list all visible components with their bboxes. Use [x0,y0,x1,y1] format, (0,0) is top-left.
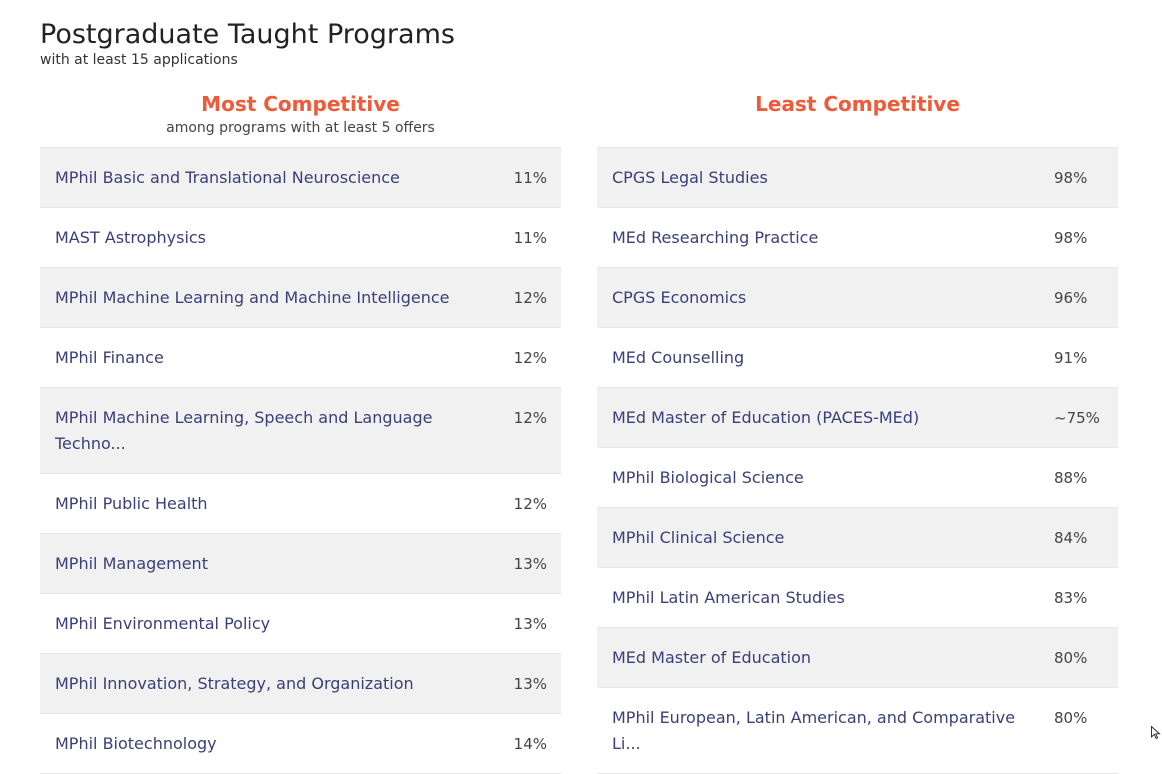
table-row[interactable]: MAST Astrophysics 11% [40,208,561,268]
table-row[interactable]: MPhil European, Latin American, and Comp… [597,688,1118,774]
table-row[interactable]: MPhil Biotechnology 14% [40,714,561,774]
table-row[interactable]: MEd Master of Education (PACES-MEd) ~75% [597,388,1118,448]
table-row[interactable]: MEd Master of Education 80% [597,628,1118,688]
table-row[interactable]: MPhil Environmental Policy 13% [40,594,561,654]
program-name[interactable]: MPhil European, Latin American, and Comp… [612,708,1016,753]
acceptance-rate: 11% [513,169,547,187]
page-subtitle: with at least 15 applications [40,52,238,68]
program-name[interactable]: MPhil Machine Learning and Machine Intel… [55,288,450,307]
table-row[interactable]: MEd Counselling 91% [597,328,1118,388]
program-name[interactable]: CPGS Economics [612,288,747,307]
acceptance-rate: 83% [1054,589,1088,607]
least-competitive-title: Least Competitive [755,92,960,116]
acceptance-rate: 88% [1054,469,1088,487]
acceptance-rate: 12% [513,349,547,367]
most-competitive-subtitle: among programs with at least 5 offers [166,120,435,136]
acceptance-rate: 98% [1054,229,1088,247]
program-name[interactable]: MEd Researching Practice [612,228,819,247]
table-row[interactable]: MPhil Latin American Studies 83% [597,568,1118,628]
table-row[interactable]: MPhil Management 13% [40,534,561,594]
program-name[interactable]: MPhil Finance [55,348,164,367]
acceptance-rate: 91% [1054,349,1088,367]
table-row[interactable]: MPhil Clinical Science 84% [597,508,1118,568]
acceptance-rate: 98% [1054,169,1088,187]
program-name[interactable]: MPhil Basic and Translational Neuroscien… [55,168,400,187]
table-row[interactable]: MPhil Public Health 12% [40,474,561,534]
program-name[interactable]: MPhil Biological Science [612,468,804,487]
program-name[interactable]: MPhil Latin American Studies [612,588,845,607]
table-row[interactable]: CPGS Legal Studies 98% [597,148,1118,208]
program-name[interactable]: MPhil Public Health [55,494,208,513]
acceptance-rate: 80% [1054,649,1088,667]
most-competitive-table: MPhil Basic and Translational Neuroscien… [40,147,561,774]
acceptance-rate: 84% [1054,529,1088,547]
table-row[interactable]: MPhil Machine Learning and Machine Intel… [40,268,561,328]
most-competitive-title: Most Competitive [201,92,400,116]
program-name[interactable]: MPhil Innovation, Strategy, and Organiza… [55,674,414,693]
table-row[interactable]: MEd Researching Practice 98% [597,208,1118,268]
program-name[interactable]: MAST Astrophysics [55,228,207,247]
acceptance-rate: 11% [513,229,547,247]
acceptance-rate: 96% [1054,289,1088,307]
acceptance-rate: 80% [1054,709,1088,727]
acceptance-rate: 12% [513,495,547,513]
program-name[interactable]: MPhil Environmental Policy [55,614,271,633]
acceptance-rate: 12% [513,409,547,427]
table-row[interactable]: MPhil Biological Science 88% [597,448,1118,508]
least-competitive-table: CPGS Legal Studies 98% MEd Researching P… [597,147,1118,774]
table-row[interactable]: CPGS Economics 96% [597,268,1118,328]
program-name[interactable]: MEd Counselling [612,348,745,367]
acceptance-rate: 13% [513,555,547,573]
acceptance-rate: ~75% [1054,409,1100,427]
acceptance-rate: 13% [513,615,547,633]
acceptance-rate: 12% [513,289,547,307]
table-row[interactable]: MPhil Innovation, Strategy, and Organiza… [40,654,561,714]
program-name[interactable]: CPGS Legal Studies [612,168,768,187]
table-row[interactable]: MPhil Basic and Translational Neuroscien… [40,148,561,208]
table-row[interactable]: MPhil Finance 12% [40,328,561,388]
program-name[interactable]: MEd Master of Education (PACES-MEd) [612,408,920,427]
table-row[interactable]: MPhil Machine Learning, Speech and Langu… [40,388,561,474]
acceptance-rate: 13% [513,675,547,693]
program-name[interactable]: MPhil Management [55,554,208,573]
acceptance-rate: 14% [513,735,547,753]
program-name[interactable]: MPhil Biotechnology [55,734,217,753]
page-title: Postgraduate Taught Programs [40,19,455,50]
program-name[interactable]: MPhil Machine Learning, Speech and Langu… [55,408,433,453]
program-name[interactable]: MPhil Clinical Science [612,528,785,547]
program-name[interactable]: MEd Master of Education [612,648,812,667]
mouse-pointer-icon [1151,726,1161,739]
